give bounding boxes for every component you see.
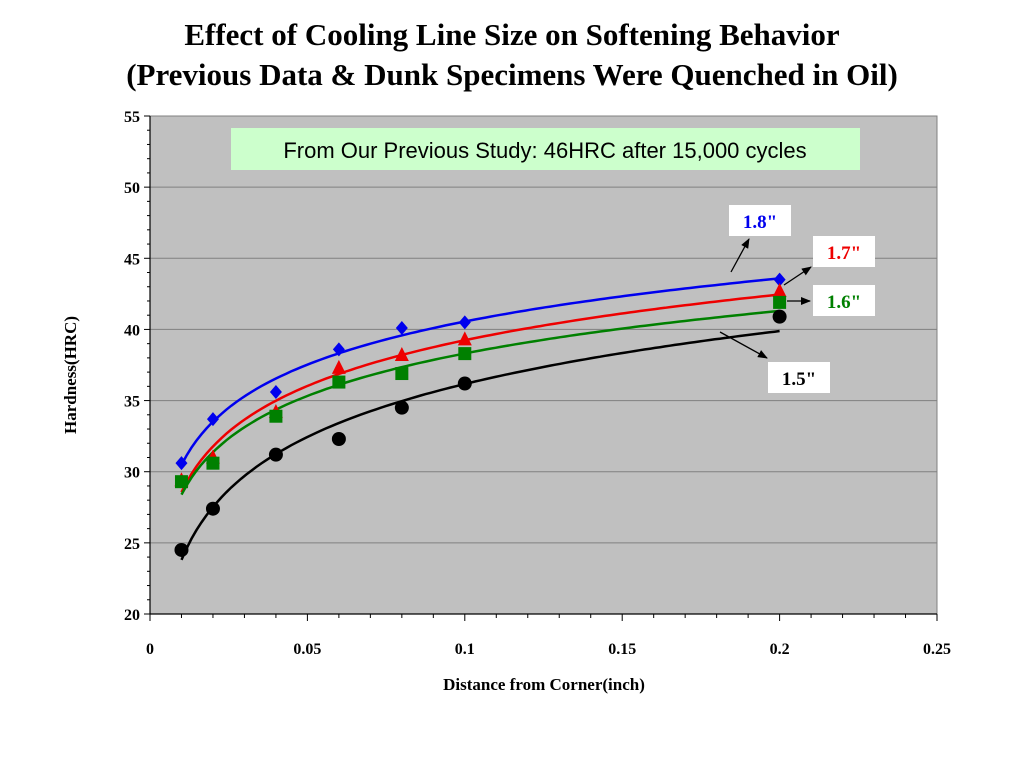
y-tick-label: 35 (124, 394, 140, 411)
axes: 20 25 30 35 40 45 50 55 0 0.05 0.1 0.15 0.2 0.25 (124, 109, 951, 658)
trendlines (180, 277, 780, 561)
data-point (268, 447, 283, 462)
x-tick-label: 0.2 (770, 641, 790, 658)
x-tick-label: 0.05 (293, 641, 321, 658)
y-tick-label: 40 (124, 322, 140, 339)
data-point (458, 315, 471, 330)
data-point (395, 367, 409, 381)
label-box-1-7 (813, 236, 875, 267)
series-label-1-5: 1.5" (782, 369, 816, 390)
series-label-1-8: 1.8" (743, 212, 777, 233)
label-box-1-6 (813, 285, 875, 316)
x-tick-label: 0 (146, 641, 154, 658)
label-box-1-8 (729, 205, 791, 236)
trendline-0 (180, 277, 780, 466)
x-axis-label: Distance from Corner(inch) (443, 675, 645, 694)
x-tick-label: 0.25 (923, 641, 951, 658)
data-point (332, 375, 346, 389)
data-point (174, 542, 189, 557)
data-point (205, 501, 220, 516)
data-point (772, 309, 787, 324)
data-point (206, 412, 219, 427)
data-point (175, 456, 188, 471)
label-box-1-5 (768, 362, 830, 393)
data-point (395, 321, 408, 336)
data-point (394, 347, 409, 362)
data-point (206, 456, 220, 470)
y-tick-label: 20 (124, 607, 140, 624)
annotation-box (231, 128, 860, 170)
data-point (457, 331, 472, 346)
annotation-text: From Our Previous Study: 46HRC after 15,… (283, 138, 806, 163)
y-tick-label: 45 (124, 251, 140, 268)
y-tick-label: 55 (124, 109, 140, 126)
data-point (174, 475, 188, 489)
data-point (394, 400, 409, 415)
y-tick-label: 25 (124, 536, 140, 553)
data-point (773, 295, 787, 309)
arrow-1-7 (783, 266, 812, 286)
data-point (269, 409, 283, 423)
data-points (174, 272, 787, 557)
data-point (773, 272, 786, 287)
y-axis-label: Hardness(HRC) (61, 316, 80, 434)
data-point (457, 376, 472, 391)
gridlines (150, 186, 937, 544)
x-tick-label: 0.1 (455, 641, 475, 658)
arrow-1-8 (730, 238, 750, 273)
chart-title-line2: (Previous Data & Dunk Specimens Were Que… (126, 57, 898, 92)
x-tick-label: 0.15 (608, 641, 636, 658)
data-point (458, 347, 472, 361)
trendline-1 (180, 293, 780, 493)
chart-title-line1: Effect of Cooling Line Size on Softening… (184, 17, 840, 52)
trendline-2 (180, 309, 780, 496)
data-point (331, 359, 346, 374)
series-label-1-7: 1.7" (827, 243, 861, 264)
data-point (772, 283, 787, 298)
y-tick-label: 50 (124, 180, 140, 197)
data-point (332, 342, 345, 357)
arrow-1-5 (719, 331, 768, 359)
data-point (269, 385, 282, 400)
series-label-1-6: 1.6" (827, 292, 861, 313)
data-point (331, 431, 346, 446)
y-tick-label: 30 (124, 465, 140, 482)
